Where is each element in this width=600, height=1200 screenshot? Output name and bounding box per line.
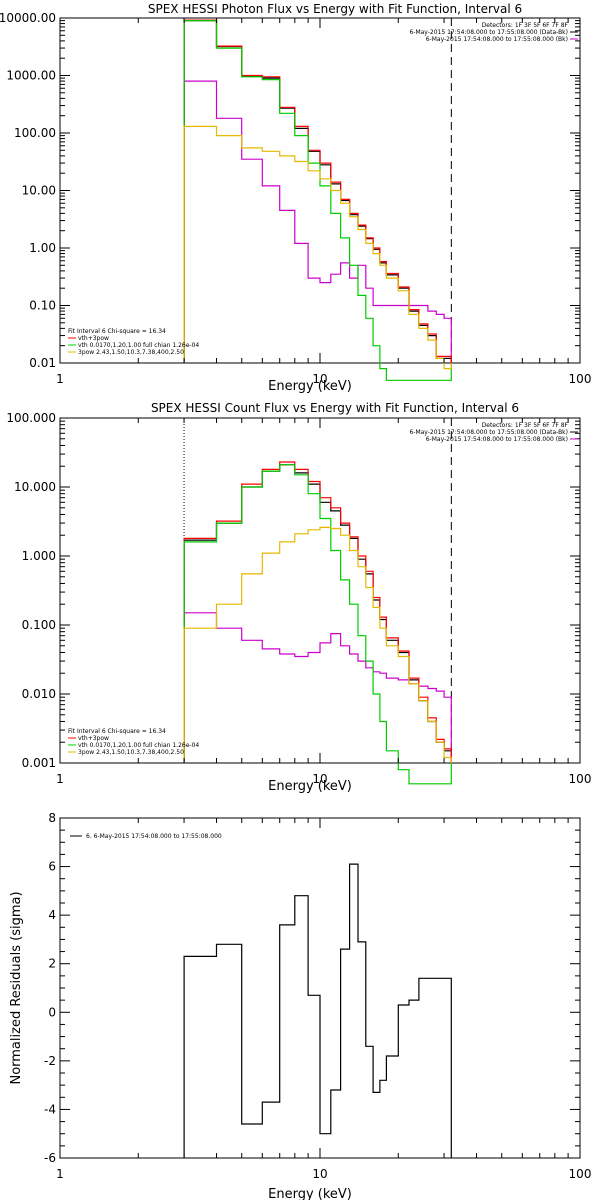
legend-entry-label: 6. 6-May-2015 17:54:08.000 to 17:55:08.0… [86,833,222,840]
legend-entry-label: vth+3pow [78,735,109,742]
y-tick-label: 10.000 [14,480,56,494]
series-line-0 [183,863,452,1158]
x-tick-label: 10 [312,372,327,386]
series-line-2 [183,461,452,763]
y-tick-label: 1.000 [22,549,56,563]
y-tick-label: 0.10 [29,299,56,313]
legend-top-left: 6. 6-May-2015 17:54:08.000 to 17:55:08.0… [70,833,222,840]
y-tick-label: 0 [48,1005,56,1019]
y-tick-label: 8 [48,811,56,825]
plot-frame [59,417,581,764]
y-tick-label: -4 [44,1102,56,1116]
y-tick-label: -6 [44,1151,56,1165]
x-tick-label: 1 [56,372,64,386]
series-line-3 [183,20,452,381]
legend-bottom-left: Fit Interval 6 Chi-square = 16.34vth+3po… [68,728,199,756]
legend-bottom-left: Fit Interval 6 Chi-square = 16.34vth+3po… [68,328,199,356]
legend-entry-label: 6-May-2015 17:54:08.000 to 17:55:08.000 … [426,36,568,43]
legend-entry-label: 3pow 2.43,1.50,10.3,7.38,400,2.50 [78,349,184,356]
legend-entry-label: Detectors: 1F 3F 5F 6F 7F 8F [482,422,569,429]
legend-entry-label: 6-May-2015 17:54:08.000 to 17:55:08.000 … [409,29,568,36]
x-tick-label: 10 [312,1167,327,1181]
legend-entry-label: 6-May-2015 17:54:08.000 to 17:55:08.000 … [409,429,568,436]
x-tick-label: 1 [56,772,64,786]
legend-entry-label: Detectors: 1F 3F 5F 6F 7F 8F [482,22,569,29]
series-line-3 [183,464,452,785]
legend-entry-label: 3pow 2.43,1.50,10.3,7.38,400,2.50 [78,749,184,756]
series-line-0 [183,464,452,763]
photon-flux-panel: SPEX HESSI Photon Flux vs Energy with Fi… [0,2,591,394]
x-tick-label: 100 [569,372,592,386]
y-tick-label: 4 [48,908,56,922]
y-tick-label: 1.00 [29,241,56,255]
y-tick-label: 0.100 [22,618,56,632]
x-tick-label: 1 [56,1167,64,1181]
y-tick-label: 1000.00 [6,69,56,83]
residuals-panel: 1 10 100 -6 -4 -2 0 2 4 6 8 Energy (keV) Normalize… [9,811,591,1200]
legend-top-right: Detectors: 1F 3F 5F 6F 7F 8F6-May-2015 1… [409,422,578,443]
series-line-0 [183,20,452,363]
x-tick-label: 10 [312,772,327,786]
series-line-4 [183,526,452,763]
y-tick-label: 100.000 [6,411,56,425]
series-line-1 [183,80,452,363]
y-tick-label: 10.00 [22,184,56,198]
legend-top-right: Detectors: 1F 3F 5F 6F 7F 8F6-May-2015 1… [409,22,578,43]
series-line-4 [183,125,452,370]
x-axis-label: Energy (keV) [268,779,352,794]
y-tick-label: 0.010 [22,687,56,701]
y-tick-label: 10000.00 [0,11,56,25]
chart-title: SPEX HESSI Photon Flux vs Energy with Fi… [148,2,522,16]
legend-entry-label: 6-May-2015 17:54:08.000 to 17:55:08.000 … [426,436,568,443]
y-tick-label: 6 [48,860,56,874]
plot-frame [59,17,581,364]
y-tick-label: 100.00 [14,126,56,140]
x-tick-label: 100 [569,1167,592,1181]
y-axis-label: Normalized Residuals (sigma) [9,891,24,1084]
legend-entry-label: vth+3pow [78,335,109,342]
legend-entry-label: vth 0.0170,1.20,1.00 full chian 1.26e-04 [78,342,199,349]
legend-entry-label: vth 0.0170,1.20,1.00 full chian 1.26e-04 [78,742,199,749]
y-tick-label: 2 [48,957,56,971]
series-line-1 [183,612,452,763]
chart-title: SPEX HESSI Count Flux vs Energy with Fit… [151,401,519,415]
y-tick-label: -2 [44,1054,56,1068]
count-flux-panel: SPEX HESSI Count Flux vs Energy with Fit… [6,401,591,794]
y-tick-label: 0.001 [22,756,56,770]
legend-entry-label: Fit Interval 6 Chi-square = 16.34 [68,728,166,735]
legend-entry-label: Fit Interval 6 Chi-square = 16.34 [68,328,166,335]
x-axis-label: Energy (keV) [268,1187,352,1200]
x-axis-label: Energy (keV) [268,379,352,394]
y-tick-label: 0.01 [29,356,56,370]
x-tick-label: 100 [569,772,592,786]
